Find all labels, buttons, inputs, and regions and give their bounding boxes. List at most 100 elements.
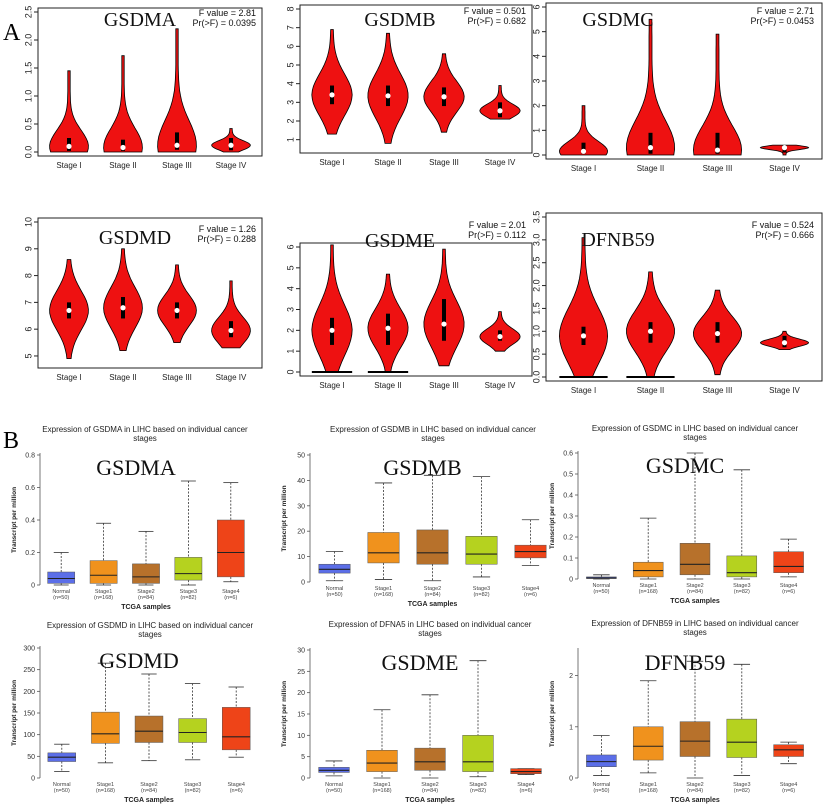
gene-label: GSDMA — [96, 455, 176, 480]
y-tick-label: 0.4 — [25, 518, 35, 525]
violin-shape — [625, 18, 676, 156]
y-tick-label: 5 — [23, 353, 33, 358]
x-tick-label: Stage3 — [184, 782, 201, 788]
x-tick-label: Normal — [53, 782, 71, 788]
box-iqr — [91, 711, 120, 744]
y-tick-label: 1.0 — [531, 325, 541, 338]
x-tick-label: Stage III — [429, 158, 459, 167]
gene-label: GSDMD — [99, 648, 178, 673]
y-tick-label: 2.0 — [23, 34, 33, 47]
violin-median-dot — [497, 108, 503, 114]
y-tick-label: 8 — [285, 6, 295, 11]
gene-label: GSDME — [365, 230, 435, 252]
x-axis-label: TCGA samples — [121, 604, 171, 611]
box-iqr — [632, 726, 664, 761]
x-tick-label: Stage III — [703, 386, 733, 395]
x-tick-label: Stage II — [374, 381, 402, 390]
y-tick-label: 5 — [531, 29, 541, 34]
violin-median-dot — [228, 327, 234, 334]
box-iqr — [318, 563, 351, 574]
y-tick-label: 1.5 — [531, 302, 541, 315]
box-iqr — [773, 551, 804, 573]
y-tick-label: 7 — [23, 300, 33, 305]
plot-frame — [299, 4, 533, 154]
x-tick-label: Stage1 — [97, 782, 114, 788]
x-tick-count: (n=82) — [473, 592, 489, 598]
y-tick-label: 15 — [297, 712, 305, 719]
box-iqr — [414, 747, 446, 771]
gene-label: GSDMB — [364, 9, 435, 31]
x-tick-label: Stage1 — [375, 586, 392, 592]
box-iqr — [174, 557, 203, 581]
box-iqr — [462, 735, 494, 772]
x-tick-count: (n=84) — [422, 788, 438, 794]
x-tick-label: Normal — [325, 782, 343, 788]
gene-label: DFNB59 — [581, 229, 654, 251]
y-tick-label: 0.4 — [563, 493, 573, 500]
x-tick-label: Stage IV — [485, 381, 516, 390]
x-tick-label: Stage4 — [517, 782, 534, 788]
x-axis-label: TCGA samples — [670, 598, 720, 605]
x-tick-label: Stage3 — [733, 782, 750, 788]
y-tick-label: 4 — [285, 286, 295, 291]
box-iqr — [47, 571, 76, 584]
box-iqr — [221, 707, 251, 751]
y-tick-label: 0.6 — [563, 451, 573, 458]
x-tick-count: (n=168) — [372, 788, 391, 794]
violin-shape — [157, 28, 197, 153]
violin-median-dot — [781, 145, 788, 151]
violin-median-dot — [580, 333, 587, 339]
box-iqr — [416, 529, 449, 565]
x-axis-label: TCGA samples — [405, 797, 455, 804]
x-tick-label: Stage2 — [421, 782, 438, 788]
y-tick-label: 6 — [531, 4, 541, 9]
y-tick-label: 1 — [531, 128, 541, 133]
y-tick-label: 20 — [297, 690, 305, 697]
y-tick-label: 10 — [23, 217, 33, 227]
box-plot-gsdma: Expression of GSDMA in LIHC based on ind… — [11, 425, 248, 611]
y-tick-label: 3 — [285, 307, 295, 312]
y-tick-label: 0.3 — [563, 514, 573, 521]
violin-median-dot — [714, 147, 721, 153]
box-iqr — [632, 561, 664, 578]
x-axis-label: TCGA samples — [124, 797, 174, 804]
box-plot-dfnb59: Expression of DFNB59 in LIHC based on in… — [549, 619, 804, 804]
y-tick-label: 20 — [297, 529, 305, 536]
box-iqr — [178, 718, 207, 743]
x-tick-count: (n=50) — [53, 595, 69, 601]
y-tick-label: 30 — [297, 648, 305, 655]
x-axis-label: TCGA samples — [408, 601, 458, 608]
violin-median-dot — [497, 333, 503, 340]
x-tick-count: (n=168) — [374, 592, 393, 598]
y-tick-label: 50 — [27, 754, 35, 761]
y-tick-label: 0 — [531, 152, 541, 157]
gene-label: GSDMC — [582, 9, 653, 31]
f-value-label: F value = 0.501 — [464, 6, 526, 16]
x-tick-count: (n=50) — [326, 788, 342, 794]
x-tick-count: (n=82) — [470, 788, 486, 794]
box-iqr — [726, 555, 758, 578]
panel-label-a: A — [3, 20, 21, 46]
y-tick-label: 3 — [285, 100, 295, 105]
x-tick-label: Normal — [593, 583, 611, 589]
x-tick-count: (n=168) — [94, 595, 113, 601]
x-tick-label: Stage II — [109, 161, 137, 170]
gene-label: DFNB59 — [645, 650, 726, 675]
x-tick-label: Stage II — [109, 373, 137, 382]
x-tick-count: (n=82) — [734, 788, 750, 794]
box-iqr — [367, 532, 400, 564]
box-plot-gsdmd: Expression of GSDMD in LIHC based on ind… — [11, 621, 253, 804]
y-tick-label: 5 — [285, 265, 295, 270]
violin-median-dot — [120, 305, 126, 311]
x-tick-count: (n=84) — [424, 592, 440, 598]
x-tick-count: (n=84) — [138, 595, 154, 601]
y-tick-label: 7 — [285, 25, 295, 30]
violin-median-dot — [385, 325, 391, 331]
violin-shape — [692, 33, 743, 156]
y-tick-label: 0.5 — [531, 348, 541, 361]
violin-median-dot — [781, 340, 788, 346]
y-tick-label: 0.6 — [25, 485, 35, 492]
panel-label-b: B — [3, 428, 19, 454]
y-axis-label: Transcript per million — [549, 681, 556, 747]
